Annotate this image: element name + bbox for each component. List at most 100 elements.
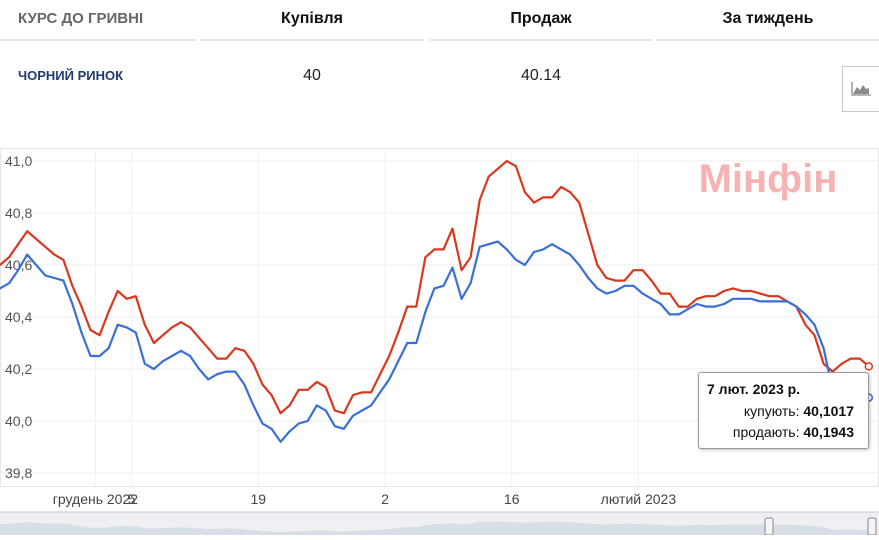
data-point-sell [89, 329, 92, 331]
data-point-sell [714, 295, 716, 298]
navigator-area [0, 521, 879, 535]
data-point-buy [714, 305, 716, 308]
data-point-sell [352, 394, 354, 396]
data-point-buy [496, 240, 499, 243]
x-tick-label: 16 [504, 491, 520, 507]
data-point-buy [8, 282, 11, 285]
data-point-buy [234, 370, 237, 373]
data-point-buy [370, 404, 373, 407]
x-tick-label: 19 [251, 491, 267, 507]
data-point-sell [0, 264, 1, 266]
data-point-sell [677, 305, 680, 308]
data-point-buy [614, 290, 617, 292]
data-point-sell [216, 357, 219, 360]
data-point-sell [397, 331, 400, 334]
data-point-buy [0, 287, 1, 290]
data-point-buy [695, 303, 698, 305]
header-divider [430, 39, 652, 41]
data-point-sell [107, 310, 110, 313]
data-point-buy [533, 251, 535, 253]
data-point-buy [587, 277, 590, 279]
x-tick-label: грудень 2022 [53, 491, 138, 507]
data-point-buy [596, 287, 599, 290]
watermark-logo: Мінфін [699, 157, 838, 201]
data-point-buy [306, 420, 309, 422]
data-point-buy [171, 355, 173, 357]
data-point-buy [406, 342, 409, 344]
data-point-buy [216, 373, 219, 376]
data-point-buy [225, 370, 228, 373]
chart-toggle-button[interactable] [842, 66, 879, 112]
data-point-buy [352, 414, 354, 417]
data-point-buy [116, 323, 119, 326]
data-point-sell [53, 253, 56, 256]
data-point-sell [768, 295, 771, 298]
data-point-sell [134, 295, 137, 298]
data-point-buy [252, 404, 255, 407]
data-point-sell [306, 388, 309, 391]
data-point-buy [542, 248, 544, 251]
data-point-sell [777, 295, 780, 298]
data-point-sell [686, 305, 689, 308]
data-point-sell [813, 334, 816, 337]
header-week: За тиждень [722, 10, 814, 27]
data-point-buy [134, 331, 137, 334]
data-point-buy [152, 368, 155, 370]
data-point-sell [632, 269, 635, 272]
data-point-buy [189, 355, 192, 357]
x-tick-label: лютий 2023 [601, 491, 677, 507]
data-point-sell [442, 248, 445, 251]
data-point-sell [261, 383, 264, 386]
data-point-buy [768, 300, 771, 303]
data-point-buy [44, 274, 47, 277]
data-point-buy [523, 264, 526, 266]
data-point-sell [180, 321, 182, 324]
data-point-sell [668, 292, 671, 295]
data-point-sell [35, 238, 38, 240]
data-point-buy [80, 331, 83, 334]
data-point-buy [53, 277, 56, 279]
sell-rate-value: 40.14 [520, 67, 562, 84]
y-tick-label: 41,0 [5, 153, 32, 169]
data-point-buy [297, 422, 300, 425]
data-point-sell [614, 279, 617, 282]
market-black-label[interactable]: ЧОРНИЙ РИНОК [18, 68, 124, 83]
data-point-buy [71, 303, 74, 305]
rate-chart: 41,0 40,8 40,6 40,4 40,2 40,0 39,8 Мінфін груден… [0, 148, 879, 536]
tooltip-sell-row: продають: 40,1943 [733, 424, 854, 440]
data-point-sell [587, 232, 590, 235]
data-point-sell [478, 199, 481, 201]
data-point-sell [750, 290, 753, 292]
data-point-buy [388, 378, 391, 381]
data-point-buy [379, 391, 382, 394]
data-point-buy [804, 313, 807, 316]
data-point-buy [288, 430, 291, 433]
data-point-buy [650, 297, 653, 300]
data-point-sell [605, 277, 608, 279]
data-point-buy [243, 383, 246, 386]
data-point-sell [243, 349, 246, 352]
data-point-buy [107, 347, 110, 350]
data-point-sell [297, 388, 300, 391]
data-point-buy [98, 355, 101, 357]
data-point-sell [270, 394, 273, 396]
data-point-sell [370, 391, 373, 394]
data-point-buy [207, 378, 210, 381]
data-point-sell [189, 326, 192, 329]
data-point-sell [152, 342, 155, 344]
data-point-buy [62, 279, 65, 282]
data-point-sell [659, 292, 662, 295]
data-point-sell [161, 334, 164, 337]
data-point-sell [288, 404, 291, 407]
data-point-buy [397, 360, 400, 363]
data-point-sell [460, 269, 463, 272]
rate-chart-svg: 41,0 40,8 40,6 40,4 40,2 40,0 39,8 Мінфін груден… [0, 148, 879, 536]
data-point-buy [505, 248, 508, 251]
data-point-sell [8, 256, 11, 259]
data-point-buy [460, 297, 463, 300]
header-sell: Продаж [510, 10, 572, 27]
hover-marker-sell [864, 362, 874, 371]
data-point-buy [26, 253, 29, 256]
data-point-sell [569, 191, 572, 194]
data-point-sell [17, 243, 20, 246]
